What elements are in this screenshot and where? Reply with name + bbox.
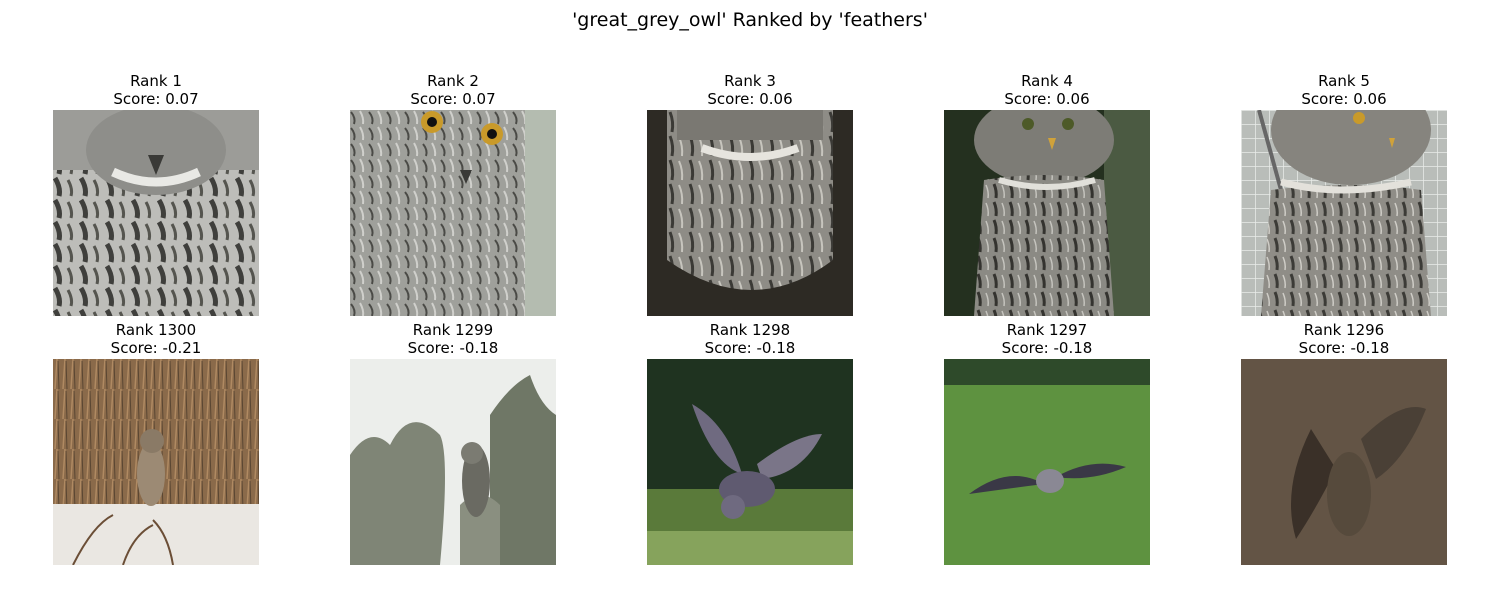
panel-rank-1300: Rank 1300 Score: -0.21	[53, 321, 259, 565]
panel-title: Rank 1298 Score: -0.18	[647, 321, 853, 359]
rank-label: Rank 4	[1021, 72, 1073, 90]
score-label: Score: -0.18	[407, 339, 499, 357]
panel-rank-3: Rank 3 Score: 0.06	[647, 72, 853, 316]
owl-image	[350, 110, 556, 316]
score-label: Score: -0.18	[1298, 339, 1390, 357]
panel-title: Rank 4 Score: 0.06	[944, 72, 1150, 110]
score-label: Score: 0.06	[1301, 90, 1387, 108]
panel-title: Rank 3 Score: 0.06	[647, 72, 853, 110]
panel-rank-5: Rank 5 Score: 0.06	[1241, 72, 1447, 316]
score-label: Score: -0.18	[1001, 339, 1093, 357]
owl-image	[647, 359, 853, 565]
rank-label: Rank 1298	[709, 321, 791, 339]
panel-title: Rank 1297 Score: -0.18	[944, 321, 1150, 359]
rank-label: Rank 5	[1318, 72, 1370, 90]
panel-title: Rank 1300 Score: -0.21	[53, 321, 259, 359]
rank-label: Rank 2	[427, 72, 479, 90]
panel-rank-1: Rank 1 Score: 0.07	[53, 72, 259, 316]
score-label: Score: 0.06	[707, 90, 793, 108]
panel-rank-1297: Rank 1297 Score: -0.18	[944, 321, 1150, 565]
panel-rank-4: Rank 4 Score: 0.06	[944, 72, 1150, 316]
owl-image	[647, 110, 853, 316]
rank-label: Rank 1	[130, 72, 182, 90]
figure-title: 'great_grey_owl' Ranked by 'feathers'	[572, 9, 928, 31]
owl-image	[944, 359, 1150, 565]
owl-image	[1241, 359, 1447, 565]
owl-image	[1241, 110, 1447, 316]
rank-label: Rank 1300	[115, 321, 197, 339]
rank-label: Rank 1297	[1006, 321, 1088, 339]
panel-rank-1296: Rank 1296 Score: -0.18	[1241, 321, 1447, 565]
owl-image	[350, 359, 556, 565]
score-label: Score: 0.06	[1004, 90, 1090, 108]
rank-label: Rank 1299	[412, 321, 494, 339]
panel-title: Rank 1299 Score: -0.18	[350, 321, 556, 359]
score-label: Score: -0.21	[110, 339, 202, 357]
rank-label: Rank 3	[724, 72, 776, 90]
panel-title: Rank 2 Score: 0.07	[350, 72, 556, 110]
panel-rank-2: Rank 2 Score: 0.07	[350, 72, 556, 316]
panel-rank-1298: Rank 1298 Score: -0.18	[647, 321, 853, 565]
panel-title: Rank 5 Score: 0.06	[1241, 72, 1447, 110]
owl-image	[53, 110, 259, 316]
score-label: Score: -0.18	[704, 339, 796, 357]
panel-rank-1299: Rank 1299 Score: -0.18	[350, 321, 556, 565]
panel-title: Rank 1 Score: 0.07	[53, 72, 259, 110]
owl-image	[53, 359, 259, 565]
owl-image	[944, 110, 1150, 316]
rank-label: Rank 1296	[1303, 321, 1385, 339]
score-label: Score: 0.07	[113, 90, 199, 108]
score-label: Score: 0.07	[410, 90, 496, 108]
panel-title: Rank 1296 Score: -0.18	[1241, 321, 1447, 359]
